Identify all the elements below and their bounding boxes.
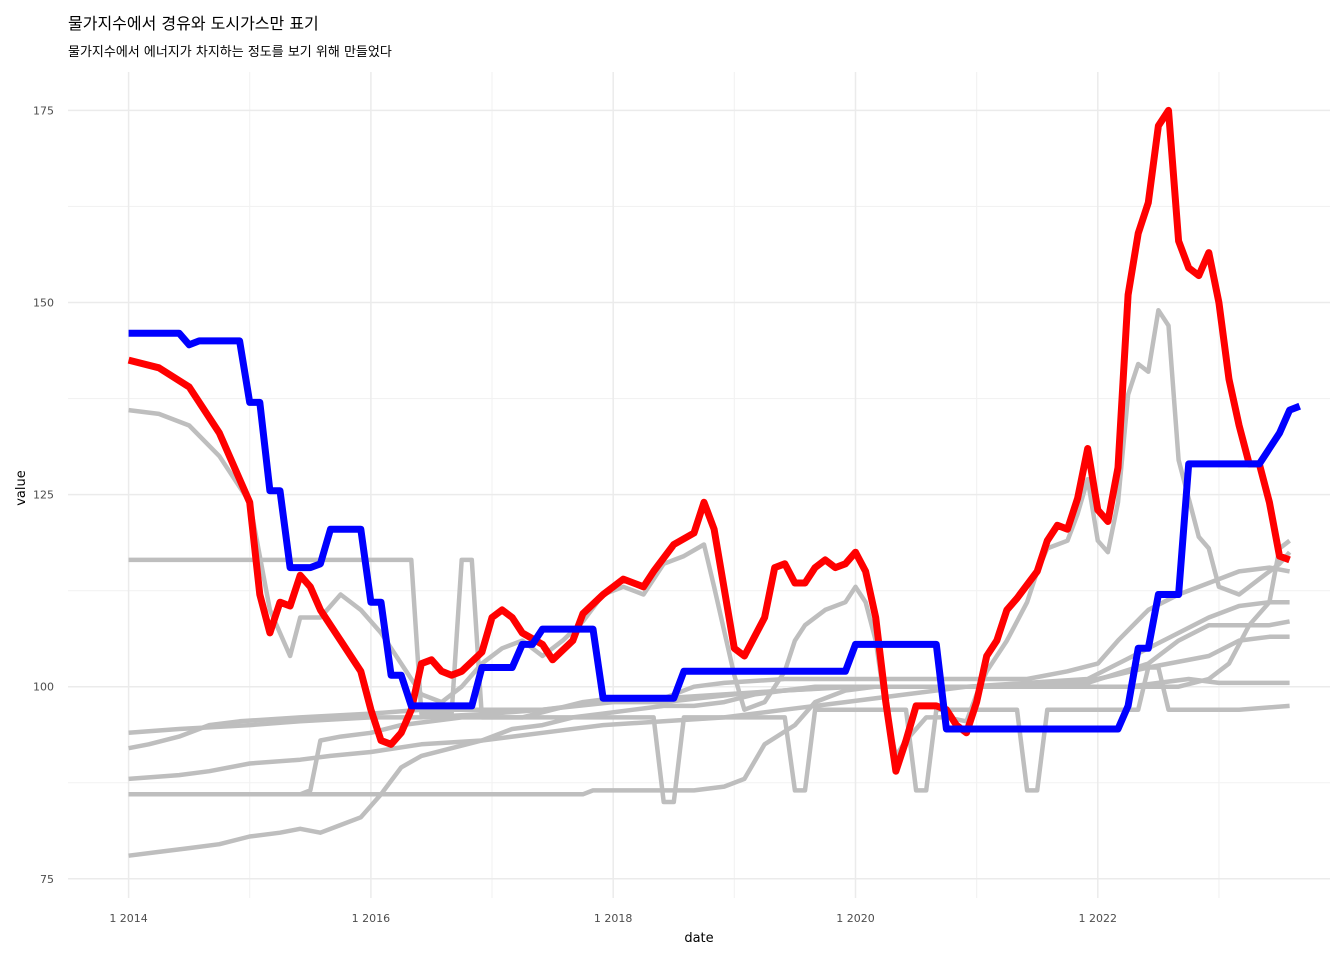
x-tick-label: 1 2020: [836, 912, 875, 925]
highlight-series-line: [128, 329, 1301, 733]
highlight-series-line: [127, 106, 1291, 775]
y-tick-label: 125: [33, 489, 54, 502]
background-series-line: [128, 538, 1291, 797]
y-tick-label: 100: [33, 681, 54, 694]
y-tick-label: 175: [33, 104, 54, 117]
background-series-line: [128, 307, 1292, 759]
y-tick-label: 150: [33, 297, 54, 310]
background-series-line: [128, 676, 1290, 736]
x-tick-label: 1 2014: [109, 912, 148, 925]
x-tick-label: 1 2016: [352, 912, 391, 925]
chart-subtitle: 물가지수에서 에너지가 차지하는 정도를 보기 위해 만들었다: [68, 45, 392, 60]
background-series-line: [128, 557, 1290, 805]
y-tick-label: 75: [40, 873, 54, 886]
background-series-line: [128, 599, 1290, 782]
x-tick-label: 1 2022: [1079, 912, 1118, 925]
x-axis-label: date: [684, 931, 713, 946]
chart-title: 물가지수에서 경유와 도시가스만 표기: [68, 14, 319, 33]
x-tick-label: 1 2018: [594, 912, 633, 925]
y-axis-label: value: [14, 470, 29, 506]
